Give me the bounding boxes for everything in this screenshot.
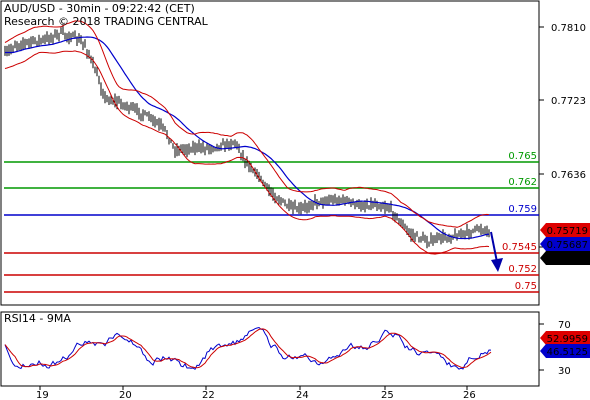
rsi-tag-bg — [540, 331, 590, 345]
price-tick-label: 0.7723 — [551, 96, 586, 107]
time-tick-label: 20 — [119, 390, 132, 400]
time-tick-label: 26 — [463, 390, 476, 400]
rsi-tick-label: 30 — [558, 366, 571, 377]
level-label: 0.765 — [508, 151, 537, 162]
time-tick-label: 24 — [296, 390, 309, 400]
level-label: 0.7545 — [502, 242, 537, 253]
rsi-line — [4, 326, 492, 371]
time-axis: 19 20 22 24 25 26 — [36, 386, 476, 400]
main-panel-frame — [0, 0, 540, 306]
level-lines: 0.765 0.762 0.759 0.7545 0.752 0.75 — [4, 151, 539, 293]
price-tag-label: 0.75683 — [547, 254, 588, 265]
forecast-down-arrow — [490, 231, 503, 272]
band-lower-line — [4, 50, 490, 255]
time-tick-label: 22 — [202, 390, 215, 400]
rsi-panel-frame — [0, 311, 540, 387]
price-tick-label: 0.7810 — [551, 23, 586, 34]
price-tick-label: 0.7636 — [551, 170, 586, 181]
price-tag-bg — [540, 237, 590, 251]
rsi-tag-bg — [540, 344, 590, 358]
rsi-tag-label: 52.9959 — [547, 334, 588, 345]
rsi-title: RSI14 - 9MA — [4, 312, 71, 325]
time-tick-label: 25 — [381, 390, 394, 400]
price-tag-bg — [540, 251, 590, 265]
rsi-tag-label: 46.5125 — [547, 347, 588, 358]
price-tag-label: 0.75719 — [547, 226, 588, 237]
rsi-axis: 70 30 — [539, 320, 571, 377]
price-tag-label: 0.75687 — [547, 240, 588, 251]
chart-title: AUD/USD - 30min - 09:22:42 (CET) — [4, 2, 195, 15]
price-series — [4, 20, 503, 272]
level-label: 0.759 — [508, 204, 537, 215]
rsi-series — [4, 326, 492, 371]
level-label: 0.752 — [508, 264, 537, 275]
rsi-ma-line — [4, 328, 492, 369]
moving-average-line — [5, 36, 490, 240]
price-tags: 0.75719 0.75687 0.75683 52.9959 46.5125 — [540, 223, 590, 358]
band-upper-line — [4, 20, 490, 228]
level-label: 0.762 — [508, 177, 537, 188]
price-tag-bg — [540, 223, 590, 237]
rsi-tick-label: 70 — [558, 320, 571, 331]
time-tick-label: 19 — [36, 390, 49, 400]
chart-copyright: Research © 2018 TRADING CENTRAL — [4, 15, 209, 28]
level-label: 0.75 — [515, 281, 537, 292]
